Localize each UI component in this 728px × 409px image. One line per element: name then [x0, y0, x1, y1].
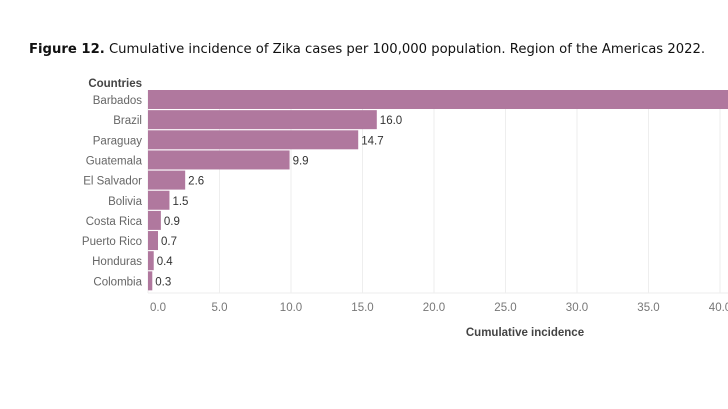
figure-caption-text: Cumulative incidence of Zika cases per 1… [108, 42, 706, 57]
bar [148, 231, 159, 251]
x-tick-label: 25.0 [494, 302, 516, 314]
bar [148, 271, 153, 291]
bar [148, 251, 154, 271]
category-label: Paraguay [93, 135, 142, 147]
x-tick-label: 10.0 [280, 302, 302, 314]
data-label: 9.9 [293, 155, 309, 167]
category-label: Puerto Rico [82, 236, 142, 248]
bar [148, 210, 161, 230]
category-label: Brazil [113, 115, 142, 127]
data-label: 2.6 [188, 176, 204, 188]
category-label: Honduras [92, 256, 142, 268]
category-label: Costa Rica [86, 216, 143, 228]
bar [148, 130, 359, 150]
bar [148, 170, 186, 190]
bar [148, 190, 170, 210]
data-label: 1.5 [172, 196, 188, 208]
x-tick-label: 40.0 [709, 302, 728, 314]
x-tick-label: 0.0 [150, 302, 166, 314]
category-label: El Salvador [83, 176, 142, 188]
bar [148, 150, 290, 170]
x-axis-title: Cumulative incidence [466, 327, 584, 339]
category-label: Bolivia [108, 196, 142, 208]
figure-caption: Figure 12. Cumulative incidence of Zika … [29, 42, 705, 57]
x-tick-label: 30.0 [566, 302, 588, 314]
data-label: 0.7 [161, 236, 177, 248]
bar [148, 90, 728, 109]
figure-label: Figure 12. [29, 42, 105, 57]
data-label: 14.7 [361, 135, 383, 147]
data-label: 0.3 [155, 276, 171, 288]
data-label: 0.4 [157, 256, 174, 268]
category-label: Barbados [93, 95, 142, 107]
category-label: Colombia [93, 276, 142, 288]
y-axis-title: Countries [88, 78, 142, 90]
x-tick-label: 5.0 [212, 302, 228, 314]
bar [148, 110, 377, 130]
category-label: Guatemala [86, 155, 143, 167]
x-tick-label: 35.0 [637, 302, 659, 314]
data-label: 16.0 [380, 115, 402, 127]
x-tick-label: 15.0 [351, 302, 373, 314]
data-label: 0.9 [164, 216, 180, 228]
x-tick-label: 20.0 [423, 302, 445, 314]
